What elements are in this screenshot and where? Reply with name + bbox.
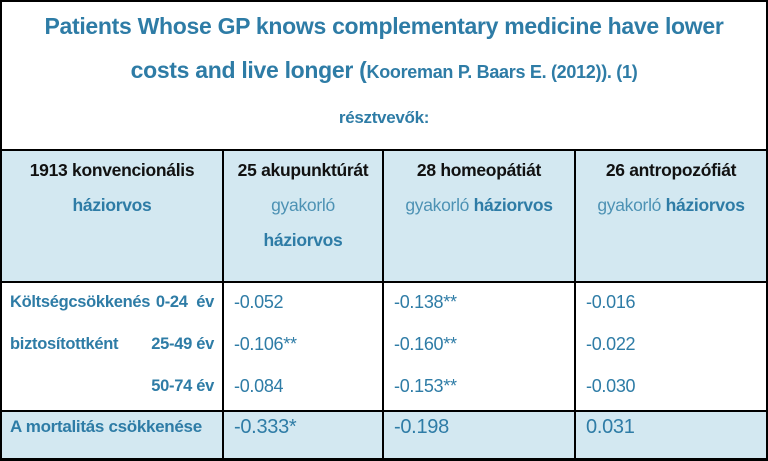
page-title-line2-main: costs and live longer ( [130, 57, 367, 83]
header-gp-conventional: háziorvos [72, 195, 152, 215]
value-acupuncture-50-74: -0.084 [234, 376, 284, 396]
cost-label-line-2: biztosítottként 25-49 év [10, 335, 214, 353]
subtitle-participants: résztvevők: [338, 108, 430, 127]
title-block: Patients Whose GP knows complementary me… [2, 2, 766, 151]
page-title-citation: Kooreman P. Baars E. (2012)). (1) [366, 62, 638, 82]
header-count-conventional: 1913 konvencionális [29, 160, 195, 180]
mortality-row: A mortalitás csökkenése -0.333* -0.198 0… [2, 410, 766, 458]
header-practice-gp-anthroposophy: gyakorló háziorvos [597, 195, 745, 215]
value-acupuncture-0-24: -0.052 [234, 292, 284, 312]
value-anthroposophy-50-74: -0.030 [586, 376, 636, 396]
value-anthroposophy-0-24: -0.016 [586, 292, 636, 312]
value-homeopathy-0-24: -0.138** [394, 292, 457, 312]
value-acupuncture-25-49: -0.106** [234, 334, 297, 354]
value-anthroposophy-25-49: -0.022 [586, 334, 636, 354]
header-cell-conventional: 1913 konvencionális háziorvos [2, 151, 222, 281]
header-practice-gp-homeopathy: gyakorló háziorvos [405, 195, 553, 215]
header-count-anthroposophy: 26 antropozófiát [605, 160, 737, 180]
cost-values-homeopathy: -0.138** -0.160** -0.153** [382, 283, 574, 411]
header-gp-acupuncture: háziorvos [263, 230, 343, 250]
mortality-row-label: A mortalitás csökkenése [10, 417, 202, 436]
page-title-line2: costs and live longer (Kooreman P. Baars… [2, 48, 766, 96]
value-homeopathy-25-49: -0.160** [394, 334, 457, 354]
mortality-value-acupuncture: -0.333* [222, 412, 382, 458]
cost-row-label: Költségcsökkenés 0-24 év biztosítottként 2… [2, 283, 222, 411]
page-title-line1: Patients Whose GP knows complementary me… [44, 13, 724, 39]
header-count-acupuncture: 25 akupunktúrát [237, 160, 369, 180]
header-cell-anthroposophy: 26 antropozófiát gyakorló háziorvos [574, 151, 766, 281]
header-count-homeopathy: 28 homeopátiát [416, 160, 542, 180]
table-header-row: 1913 konvencionális háziorvos 25 akupunk… [2, 151, 766, 283]
mortality-value-anthroposophy: 0.031 [574, 412, 766, 458]
header-cell-acupuncture: 25 akupunktúrát gyakorló háziorvos [222, 151, 382, 281]
value-homeopathy-50-74: -0.153** [394, 376, 457, 396]
mortality-value-homeopathy: -0.198 [382, 412, 574, 458]
cost-label-line-3: 50-74 év [151, 377, 214, 395]
header-cell-homeopathy: 28 homeopátiát gyakorló háziorvos [382, 151, 574, 281]
cost-label-line-1: Költségcsökkenés 0-24 év [10, 293, 214, 311]
cost-values-anthroposophy: -0.016 -0.022 -0.030 [574, 283, 766, 411]
header-practice-acupuncture: gyakorló [271, 195, 335, 215]
cost-reduction-row: Költségcsökkenés 0-24 év biztosítottként 2… [2, 283, 766, 411]
cost-values-acupuncture: -0.052 -0.106** -0.084 [222, 283, 382, 411]
